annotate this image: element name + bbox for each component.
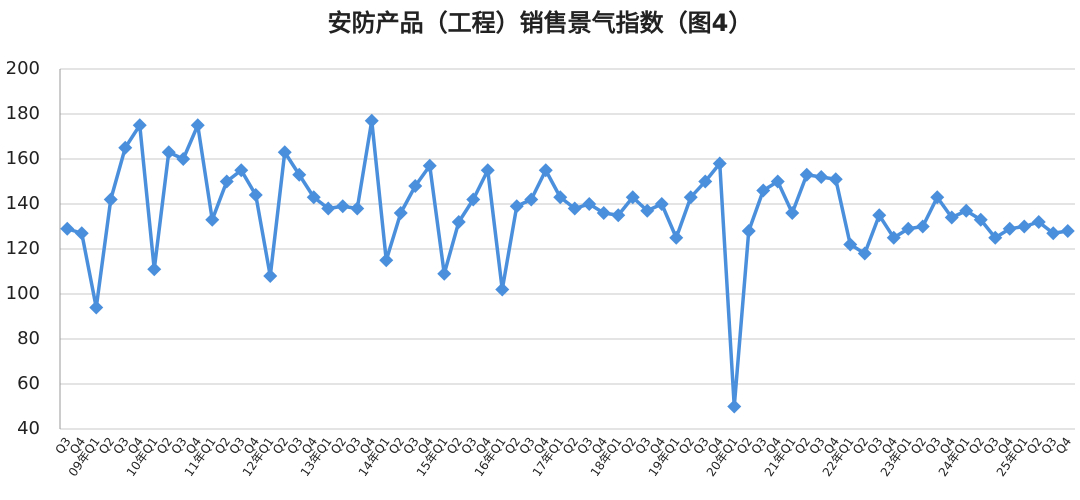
marker — [625, 190, 640, 205]
marker — [335, 199, 350, 214]
line — [66, 119, 1069, 409]
marker — [843, 237, 858, 252]
marker — [509, 199, 524, 214]
marker — [785, 206, 800, 220]
marker — [1060, 224, 1075, 238]
marker — [219, 174, 234, 189]
marker — [915, 219, 930, 234]
marker — [350, 201, 365, 216]
x-tick-label: Q4 — [1053, 435, 1074, 457]
marker — [379, 253, 394, 268]
marker — [959, 203, 974, 218]
marker — [205, 212, 220, 227]
marker — [1017, 219, 1032, 234]
marker — [147, 262, 162, 277]
marker — [60, 221, 75, 236]
marker — [828, 172, 843, 187]
marker — [74, 226, 89, 241]
marker — [553, 190, 568, 205]
chart-title: 安防产品（工程）销售景气指数（图4） — [328, 9, 753, 37]
marker — [901, 221, 916, 236]
marker — [408, 179, 423, 193]
y-tick-label: 120 — [6, 238, 40, 259]
marker — [973, 212, 988, 227]
marker — [741, 224, 756, 238]
marker — [640, 203, 655, 218]
marker — [495, 282, 510, 297]
marker — [669, 230, 684, 245]
marker — [364, 113, 379, 128]
marker — [176, 152, 191, 166]
marker — [118, 140, 133, 155]
marker — [930, 190, 945, 205]
marker — [234, 163, 249, 178]
marker — [89, 300, 104, 315]
marker — [1002, 221, 1017, 236]
y-tick-label: 200 — [6, 58, 40, 79]
marker — [190, 118, 205, 133]
marker — [437, 266, 452, 281]
marker — [466, 192, 481, 207]
marker — [321, 201, 336, 216]
marker — [712, 156, 727, 171]
marker — [944, 210, 959, 225]
marker — [132, 118, 147, 133]
y-tick-label: 140 — [6, 193, 40, 214]
y-tick-label: 60 — [17, 373, 40, 394]
marker — [756, 183, 771, 198]
marker — [1031, 215, 1046, 229]
marker — [306, 190, 321, 205]
marker — [422, 158, 437, 173]
marker — [770, 174, 785, 189]
marker — [654, 197, 669, 211]
y-tick-label: 100 — [6, 283, 40, 304]
y-tick-label: 40 — [17, 418, 40, 439]
marker — [161, 145, 176, 160]
marker — [596, 206, 611, 220]
marker — [263, 269, 278, 283]
marker — [582, 197, 597, 211]
marker — [480, 163, 495, 178]
marker — [799, 167, 814, 182]
marker — [567, 201, 582, 216]
marker — [103, 192, 118, 207]
marker — [292, 167, 307, 182]
marker — [393, 206, 408, 220]
marker — [872, 208, 887, 223]
marker — [727, 399, 742, 414]
y-tick-label: 80 — [17, 328, 40, 349]
marker — [683, 190, 698, 205]
marker — [698, 174, 713, 189]
marker — [814, 170, 829, 184]
marker — [248, 188, 263, 202]
marker — [1046, 226, 1061, 241]
marker — [451, 215, 466, 229]
marker — [988, 230, 1003, 245]
marker — [538, 163, 553, 178]
marker — [524, 192, 539, 207]
marker — [277, 145, 292, 160]
y-tick-label: 180 — [6, 103, 40, 124]
y-tick-label: 160 — [6, 148, 40, 169]
marker — [857, 246, 872, 261]
marker — [611, 208, 626, 223]
marker — [886, 230, 901, 245]
